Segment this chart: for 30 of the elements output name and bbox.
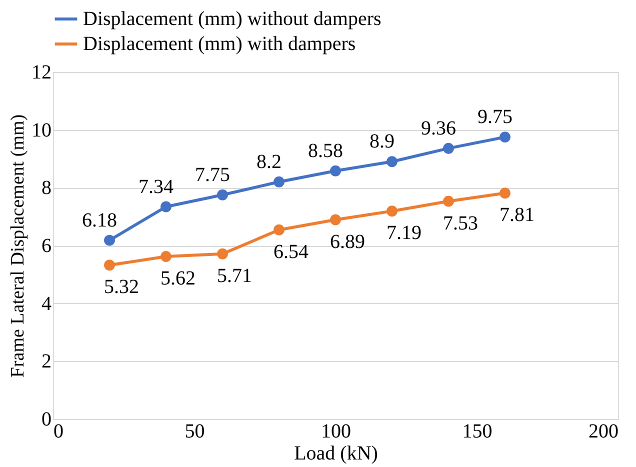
data-label: 7.53 — [443, 212, 478, 234]
data-label: 7.81 — [500, 204, 534, 226]
data-label: 8.2 — [256, 150, 282, 173]
y-axis-title: Frame Lateral Displacement (mm) — [8, 114, 28, 378]
data-label: 9.36 — [421, 117, 456, 140]
data-label: 6.54 — [274, 240, 308, 263]
x-tick-label: 100 — [321, 420, 351, 442]
data-label: 5.62 — [160, 267, 196, 290]
x-tick-label: 50 — [184, 420, 205, 442]
data-label: 7.34 — [138, 176, 174, 198]
data-label: 9.75 — [478, 106, 512, 128]
data-label: 7.19 — [386, 222, 422, 244]
y-tick-label: 8 — [42, 177, 52, 200]
y-tick-label: 12 — [32, 62, 52, 84]
data-label: 8.58 — [308, 140, 343, 162]
y-tick-label: 2 — [42, 350, 52, 373]
legend-label: Displacement (mm) with dampers — [83, 33, 356, 55]
data-label: 8.9 — [370, 130, 394, 153]
data-label: 5.32 — [104, 276, 139, 298]
data-label: 6.89 — [330, 230, 365, 253]
y-tick-label: 10 — [32, 119, 52, 142]
x-tick-label: 150 — [462, 420, 492, 442]
y-tick-label: 6 — [42, 235, 52, 257]
y-tick-label: 4 — [42, 292, 52, 315]
data-label: 7.75 — [195, 164, 230, 186]
legend-label: Displacement (mm) without dampers — [83, 8, 382, 30]
x-tick-label: 200 — [588, 420, 618, 442]
data-label: 5.71 — [217, 264, 252, 287]
x-axis-title: Load (kN) — [294, 442, 378, 464]
data-label: 6.18 — [82, 209, 117, 232]
